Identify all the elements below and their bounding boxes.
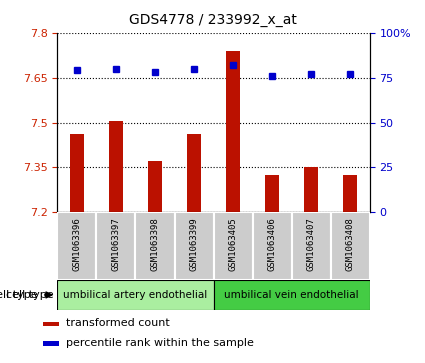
Bar <box>304 167 318 212</box>
Text: umbilical vein endothelial: umbilical vein endothelial <box>224 290 359 300</box>
Bar <box>96 212 136 280</box>
Bar <box>331 212 370 280</box>
Bar <box>213 212 252 280</box>
Bar <box>43 342 60 346</box>
Bar <box>109 121 123 212</box>
Text: GSM1063406: GSM1063406 <box>268 218 277 272</box>
Bar <box>57 212 96 280</box>
Bar <box>252 212 292 280</box>
Text: GSM1063398: GSM1063398 <box>150 218 159 272</box>
Bar <box>70 134 84 212</box>
Bar <box>213 280 370 310</box>
Bar <box>226 50 240 212</box>
Text: GSM1063397: GSM1063397 <box>111 218 120 272</box>
Bar <box>148 162 162 212</box>
Bar <box>343 175 357 212</box>
Text: percentile rank within the sample: percentile rank within the sample <box>66 338 254 347</box>
Text: cell type: cell type <box>0 290 38 300</box>
Bar <box>175 212 213 280</box>
Text: cell type: cell type <box>6 290 53 300</box>
Bar <box>292 212 331 280</box>
Text: GSM1063407: GSM1063407 <box>307 218 316 272</box>
Text: transformed count: transformed count <box>66 318 170 328</box>
Bar <box>265 175 279 212</box>
Text: GSM1063399: GSM1063399 <box>190 218 198 272</box>
Bar <box>57 280 213 310</box>
Bar <box>43 322 60 326</box>
Bar <box>136 212 175 280</box>
Text: umbilical artery endothelial: umbilical artery endothelial <box>63 290 207 300</box>
Text: GSM1063408: GSM1063408 <box>346 218 355 272</box>
Text: GSM1063396: GSM1063396 <box>72 218 82 272</box>
Text: GDS4778 / 233992_x_at: GDS4778 / 233992_x_at <box>128 13 296 27</box>
Text: GSM1063405: GSM1063405 <box>229 218 238 272</box>
Bar <box>187 134 201 212</box>
